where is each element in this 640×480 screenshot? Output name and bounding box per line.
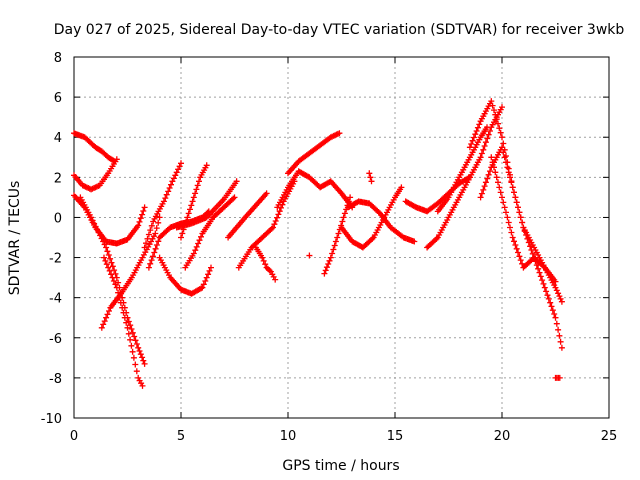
y-tick-label: 8 (54, 51, 62, 66)
series-arc-26 (488, 154, 559, 285)
series-arc-27 (552, 374, 563, 381)
series-arc-25 (477, 144, 565, 305)
y-tick-label: -6 (49, 332, 62, 347)
series-arc-10 (178, 162, 210, 241)
series-arc-17 (274, 168, 356, 211)
series-arc-13 (225, 190, 270, 241)
x-tick-label: 5 (177, 429, 185, 444)
y-tick-label: -2 (49, 252, 62, 267)
x-tick-label: 25 (601, 429, 618, 444)
x-tick-label: 10 (280, 429, 297, 444)
x-tick-label: 20 (494, 429, 511, 444)
y-tick-label: 6 (54, 91, 62, 106)
series-arc-14 (235, 178, 298, 271)
series-arc-29 (306, 252, 313, 259)
series-arc-05 (101, 254, 146, 389)
x-tick-label: 0 (70, 429, 78, 444)
y-tick-label: 2 (54, 171, 62, 186)
x-axis-label: GPS time / hours (282, 458, 399, 474)
series-arc-23 (434, 124, 490, 215)
series-arc-12 (173, 178, 240, 231)
chart-title: Day 027 of 2025, Sidereal Day-to-day VTE… (54, 22, 625, 38)
series-arc-06 (98, 214, 163, 331)
data-points (71, 98, 565, 389)
y-tick-label: 0 (54, 211, 62, 226)
series-arc-22 (424, 104, 505, 251)
series-arc-09 (156, 254, 214, 297)
series-arc-01 (71, 130, 118, 165)
y-axis-label: SDTVAR / TECUs (7, 181, 23, 296)
series-arc-15 (252, 244, 279, 283)
y-tick-label: -10 (41, 412, 62, 427)
y-tick-label: -4 (49, 292, 62, 307)
series-arc-28 (366, 170, 375, 185)
series-arc-02 (71, 156, 120, 193)
series-arc-20 (344, 198, 418, 245)
series-arc-11 (182, 194, 238, 271)
series-arc-08 (141, 160, 184, 251)
series-arc-21 (402, 174, 473, 215)
y-tick-label: 4 (54, 131, 62, 146)
series-arc-16 (285, 130, 343, 177)
y-tick-label: -8 (49, 372, 62, 387)
plot-frame (73, 56, 610, 419)
x-tick-label: 15 (387, 429, 404, 444)
